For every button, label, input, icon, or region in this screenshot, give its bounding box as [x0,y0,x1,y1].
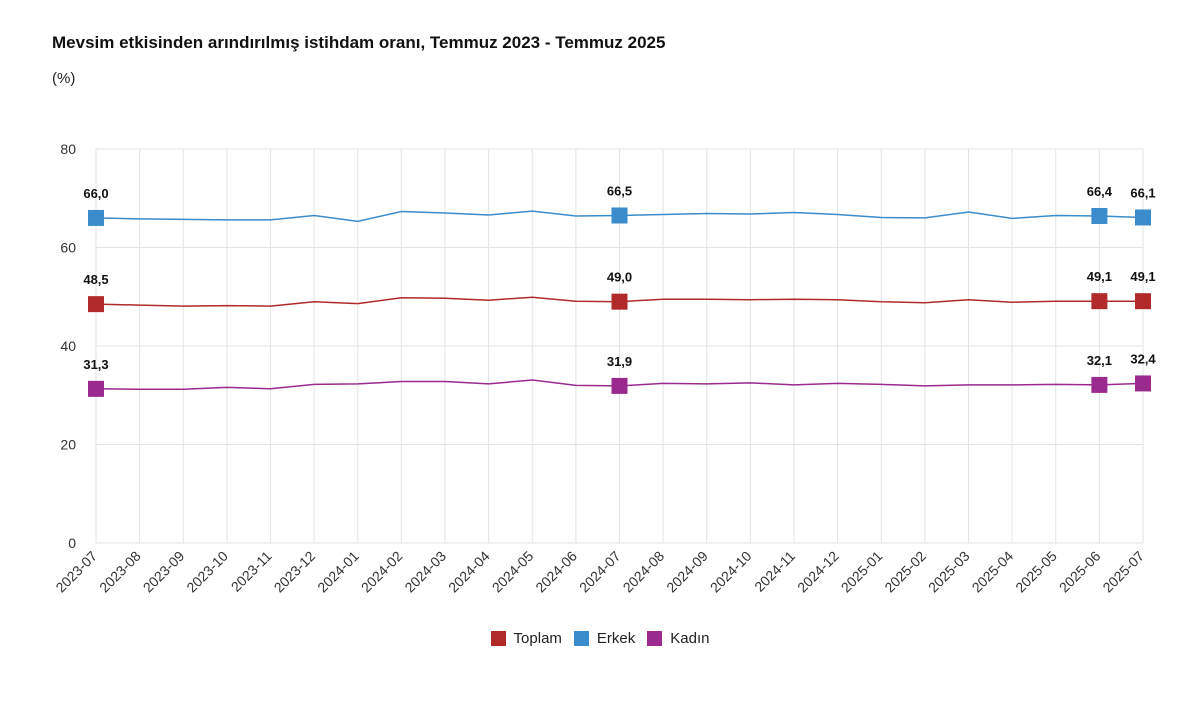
data-marker [1135,209,1151,226]
x-tick-label: 2024-02 [358,548,406,596]
data-marker [88,380,104,397]
data-label: 49,1 [1130,269,1155,284]
x-tick-label: 2023-12 [271,548,319,596]
data-label: 32,1 [1087,353,1112,368]
x-tick-label: 2024-09 [663,548,711,596]
x-tick-label: 2025-07 [1099,548,1147,596]
x-tick-label: 2025-04 [969,548,1017,596]
data-label: 66,0 [83,186,108,201]
data-label: 31,9 [607,354,632,369]
x-tick-label: 2023-08 [96,548,144,596]
legend-label: Kadın [670,630,710,647]
x-tick-label: 2024-06 [532,548,580,596]
legend-swatch [490,631,506,646]
x-tick-label: 2025-02 [881,548,929,596]
chart-unit: (%) [52,70,76,87]
legend-item[interactable]: Kadın [647,630,709,647]
data-label: 49,1 [1087,269,1112,284]
x-tick-label: 2024-05 [489,548,537,596]
data-label: 66,1 [1130,185,1155,200]
series-markers [88,207,1151,397]
data-marker [611,293,628,310]
x-tick-label: 2024-08 [620,548,668,596]
y-tick-label: 60 [60,240,76,256]
x-tick-label: 2023-10 [183,548,231,596]
x-tick-label: 2023-09 [140,548,188,596]
legend-item[interactable]: Toplam [490,630,562,647]
x-tick-label: 2025-06 [1056,548,1104,596]
x-tick-label: 2024-11 [751,548,798,595]
data-label: 49,0 [607,270,632,285]
x-tick-label: 2023-11 [228,548,275,595]
data-label: 66,5 [607,183,632,198]
x-tick-label: 2024-12 [794,548,842,596]
x-axis-ticks: 2023-072023-082023-092023-102023-112023-… [52,548,1147,596]
data-marker [88,209,104,226]
data-marker [611,207,628,224]
x-tick-label: 2025-01 [838,548,886,596]
y-tick-label: 80 [60,141,76,157]
data-marker [1091,207,1108,224]
legend-item[interactable]: Erkek [573,630,636,647]
x-tick-label: 2025-05 [1012,548,1060,596]
data-label: 31,3 [83,357,108,372]
data-marker [1135,375,1151,392]
data-labels: 66,0 66,5 66,4 66,1 48,5 49,0 49,1 49,1 31,3 31,9… [83,183,1156,371]
data-marker [88,296,104,313]
data-marker [1135,293,1151,310]
y-tick-label: 20 [60,437,76,453]
x-tick-label: 2024-01 [314,548,362,596]
y-tick-label: 0 [68,535,76,551]
legend-swatch [573,631,589,646]
legend: Toplam Erkek Kadın [0,630,1200,650]
data-marker [611,377,628,394]
x-tick-label: 2024-10 [707,548,755,596]
data-label: 32,4 [1130,351,1156,366]
x-tick-label: 2025-03 [925,548,973,596]
y-axis-ticks: 0 20 40 60 80 [60,141,76,551]
data-label: 66,4 [1087,184,1113,199]
x-tick-label: 2024-07 [576,548,624,596]
legend-swatch [647,631,663,646]
x-tick-label: 2024-04 [445,548,493,596]
x-tick-label: 2023-07 [52,548,100,596]
legend-label: Erkek [596,630,636,647]
x-tick-label: 2024-03 [401,548,449,596]
y-tick-label: 40 [60,338,76,354]
data-marker [1091,293,1108,310]
chart-title: Mevsim etkisinden arındırılmış istihdam … [52,33,666,52]
legend-label: Toplam [513,630,562,647]
data-marker [1091,376,1108,393]
data-label: 48,5 [83,272,108,287]
